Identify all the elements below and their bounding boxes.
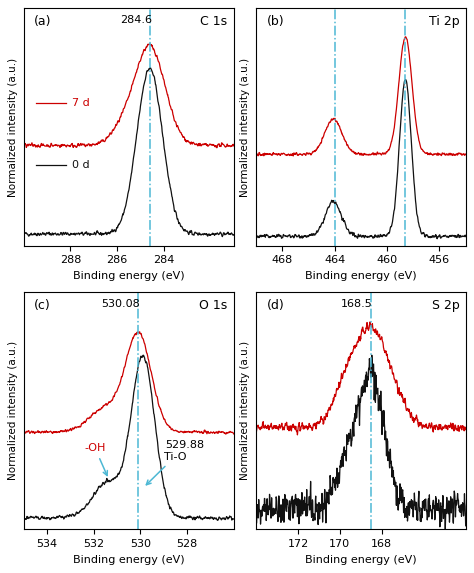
X-axis label: Binding energy (eV): Binding energy (eV)	[305, 555, 417, 564]
Text: -OH: -OH	[84, 444, 107, 476]
Y-axis label: Normalized intensity (a.u.): Normalized intensity (a.u.)	[9, 341, 18, 480]
Text: (a): (a)	[35, 15, 52, 29]
Text: Ti-O: Ti-O	[146, 452, 186, 485]
X-axis label: Binding energy (eV): Binding energy (eV)	[73, 555, 184, 564]
X-axis label: Binding energy (eV): Binding energy (eV)	[73, 271, 184, 281]
Text: (c): (c)	[35, 299, 51, 312]
Text: O 1s: O 1s	[199, 299, 227, 312]
Text: S 2p: S 2p	[432, 299, 459, 312]
Text: 0 d: 0 d	[72, 160, 90, 170]
Text: C 1s: C 1s	[200, 15, 227, 29]
Text: (d): (d)	[266, 299, 284, 312]
Text: 284.6: 284.6	[120, 15, 152, 25]
Text: 168.5: 168.5	[341, 299, 373, 309]
Text: 7 d: 7 d	[72, 98, 90, 108]
X-axis label: Binding energy (eV): Binding energy (eV)	[305, 271, 417, 281]
Text: Ti 2p: Ti 2p	[429, 15, 459, 29]
Y-axis label: Normalized intensity (a.u.): Normalized intensity (a.u.)	[240, 57, 250, 197]
Text: 529.88: 529.88	[165, 440, 205, 450]
Y-axis label: Normalized intensity (a.u.): Normalized intensity (a.u.)	[9, 57, 18, 197]
Y-axis label: Normalized intensity (a.u.): Normalized intensity (a.u.)	[240, 341, 250, 480]
Text: 530.08: 530.08	[101, 299, 140, 309]
Text: (b): (b)	[266, 15, 284, 29]
